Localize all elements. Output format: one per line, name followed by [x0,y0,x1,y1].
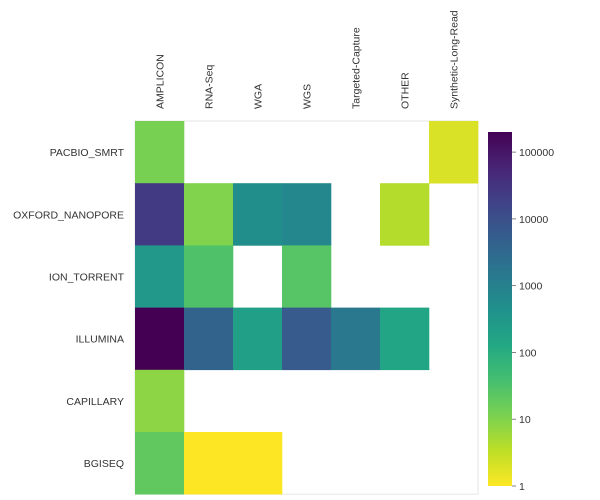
y-tick-label: PACBIO_SMRT [50,147,125,159]
colorbar-tick-label: 10 [519,414,531,426]
heatmap-plot-area [134,120,479,495]
heatmap-cell-capillary-amplicon [135,369,185,433]
heatmap-cell-pacbio-smrt-synthetic-long-read [429,121,479,184]
x-tick-label: WGS [302,84,314,109]
heatmap-cell-oxford-nanopore-wga [233,183,283,246]
y-tick-label: ILLUMINA [76,334,124,346]
heatmap-cell-illumina-other [380,307,430,371]
heatmap-cell-illumina-wga [233,307,283,371]
heatmap-cell-ion-torrent-wgs [282,245,332,308]
heatmap-cell-oxford-nanopore-amplicon [135,183,185,246]
heatmap-cell-illumina-targeted-capture [331,307,381,371]
x-tick-label: Targeted-Capture [351,27,363,109]
heatmap-cell-illumina-rna-seq [184,307,234,371]
heatmap-cell-illumina-amplicon [135,307,185,371]
x-tick-label: WGA [253,84,265,109]
colorbar: 1 10 100 1000 10000 100000 [488,132,554,493]
heatmap-cell-illumina-wgs [282,307,332,371]
colorbar-tick-label: 100 [519,347,537,359]
heatmap-cell-bgiseq-rna-seq [184,432,234,495]
x-tick-label: AMPLICON [155,54,167,109]
colorbar-gradient [488,132,512,486]
heatmap-cell-oxford-nanopore-wgs [282,183,332,246]
heatmap-cell-oxford-nanopore-rna-seq [184,183,234,246]
y-tick-label: ION_TORRENT [49,272,125,284]
x-tick-label: OTHER [400,72,412,109]
x-tick-label: RNA-Seq [204,64,216,109]
heatmap-cell-ion-torrent-amplicon [135,245,185,308]
heatmap-cell-pacbio-smrt-amplicon [135,121,185,184]
y-tick-label: OXFORD_NANOPORE [13,209,124,221]
colorbar-tick-label: 100000 [519,147,554,159]
y-axis-tick-labels: PACBIO_SMRT OXFORD_NANOPORE ION_TORRENT ILL… [13,147,124,470]
heatmap-cell-bgiseq-amplicon [135,432,185,495]
colorbar-tick-label: 10000 [519,214,548,226]
y-tick-label: BGISEQ [84,458,124,470]
heatmap-cell-bgiseq-wga [233,432,283,495]
heatmap-cell-ion-torrent-rna-seq [184,245,234,308]
colorbar-tick-label: 1000 [519,281,543,293]
y-tick-label: CAPILLARY [66,396,124,408]
heatmap-cell-oxford-nanopore-other [380,183,430,246]
colorbar-tick-label: 1 [519,481,525,493]
x-axis-tick-labels: AMPLICON RNA-Seq WGA WGS Targeted-Capture OTH… [155,10,461,109]
x-tick-label: Synthetic-Long-Read [449,10,461,109]
